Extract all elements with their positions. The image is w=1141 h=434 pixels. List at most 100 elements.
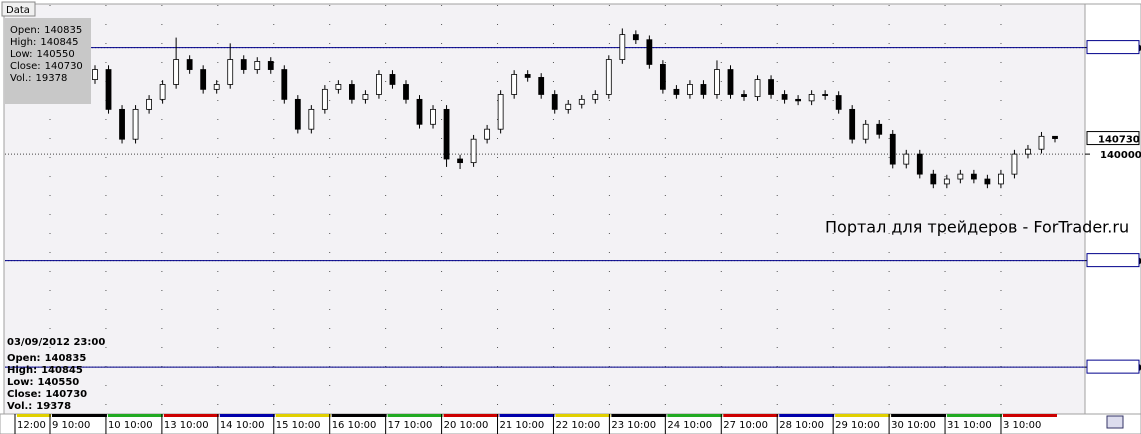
info-value: 140845 [40, 37, 78, 48]
info-label: High: [10, 37, 36, 48]
candle-body [551, 94, 558, 110]
candle-body [308, 108, 315, 130]
session-strip [947, 414, 1002, 417]
session-strip [779, 414, 835, 417]
candle-body [565, 103, 572, 110]
candle-body [173, 59, 180, 85]
x-tick-label: 13 10:00 [164, 420, 209, 431]
candle-body [741, 94, 747, 97]
candle-body [605, 59, 612, 95]
candle-body [700, 84, 707, 95]
info-field-bottom: Open: 140835 [7, 353, 86, 364]
candle-body [768, 79, 774, 95]
info-box [5, 18, 91, 104]
session-strip [555, 414, 611, 417]
candle-body [146, 98, 152, 110]
candle-body [646, 39, 653, 65]
candle-body [132, 108, 139, 140]
candle-body [416, 98, 423, 125]
candle-body [376, 74, 382, 95]
level-label-box [1086, 359, 1140, 374]
candle-body [687, 84, 693, 95]
bar-datetime: 03/09/2012 23:00 [7, 337, 105, 348]
session-strip [219, 414, 275, 417]
candle-body [889, 133, 896, 165]
info-label: High: [7, 365, 37, 376]
info-label: Close: [10, 61, 41, 72]
info-value: 140730 [45, 389, 87, 400]
candle-body [321, 88, 328, 110]
info-value: 140550 [37, 377, 79, 388]
scale-button[interactable] [1106, 415, 1124, 429]
info-field: High: 140845 [10, 37, 79, 48]
info-field-bottom: High: 140845 [7, 365, 83, 376]
candle-body [632, 34, 639, 41]
candle-body [362, 94, 369, 100]
session-strip [387, 414, 443, 417]
candle-body [619, 34, 626, 60]
session-strip [723, 414, 779, 417]
session-strip [275, 414, 331, 417]
candle-body [457, 158, 463, 164]
info-value: 19378 [36, 401, 71, 412]
info-value: 140550 [37, 49, 75, 60]
session-strip [611, 414, 667, 417]
info-value: 140845 [41, 365, 83, 376]
candle-body [835, 95, 842, 110]
candle-body [389, 74, 396, 85]
candle-body [903, 153, 910, 165]
candle-body [943, 178, 950, 185]
info-label: Low: [10, 49, 33, 60]
title-tab [1, 1, 36, 17]
candle-body [227, 59, 234, 85]
candle-body [240, 59, 247, 70]
candle-body [484, 128, 491, 140]
session-strip [52, 414, 107, 417]
x-tick-label: 16 10:00 [332, 420, 377, 431]
candle-body [1011, 153, 1018, 175]
levels-layer [5, 47, 1085, 368]
info-field: Open: 140835 [10, 25, 82, 36]
info-label: Open: [10, 25, 40, 36]
x-tick-label: 22 10:00 [555, 420, 600, 431]
candle-body [1038, 135, 1045, 150]
session-strip [1002, 414, 1057, 417]
session-strip [443, 414, 499, 417]
x-tick-label: 24 10:00 [667, 420, 712, 431]
session-strip [835, 414, 891, 417]
candles-layer [92, 28, 1058, 189]
candle-body [592, 94, 599, 100]
info-label: Vol.: [10, 73, 32, 84]
candle-body [511, 74, 518, 95]
candle-body [254, 61, 261, 70]
level-label-box [1086, 253, 1140, 268]
candle-body [200, 69, 207, 90]
x-tick-label: 31 10:00 [947, 420, 992, 431]
x-tick-label: 20 10:00 [444, 420, 489, 431]
x-tick-label: 28 10:00 [779, 420, 824, 431]
info-field-bottom: Low: 140550 [7, 377, 79, 388]
info-field: Close: 140730 [10, 61, 83, 72]
candle-body [105, 69, 112, 110]
candle-body [862, 123, 869, 140]
chart-title: Data [6, 5, 30, 16]
candle-body [984, 178, 991, 185]
candle-body [538, 77, 545, 95]
candle-body [294, 98, 301, 130]
candle-body [119, 108, 125, 140]
candle-body [1025, 148, 1031, 155]
info-field-bottom: Close: 140730 [7, 389, 87, 400]
plot-area [3, 3, 1086, 415]
x-tick-label: 14 10:00 [220, 420, 265, 431]
candle-body [92, 69, 98, 80]
session-strip [107, 414, 163, 417]
x-tick-label: 29 10:00 [835, 420, 880, 431]
watermark: Портал для трейдеров - ForTrader.ru [825, 218, 1129, 237]
candle-body [159, 84, 166, 100]
candle-body [403, 84, 409, 100]
candle-body [714, 69, 720, 95]
candle-body [578, 98, 585, 105]
info-value: 19378 [36, 73, 68, 84]
info-value: 140835 [45, 353, 87, 364]
